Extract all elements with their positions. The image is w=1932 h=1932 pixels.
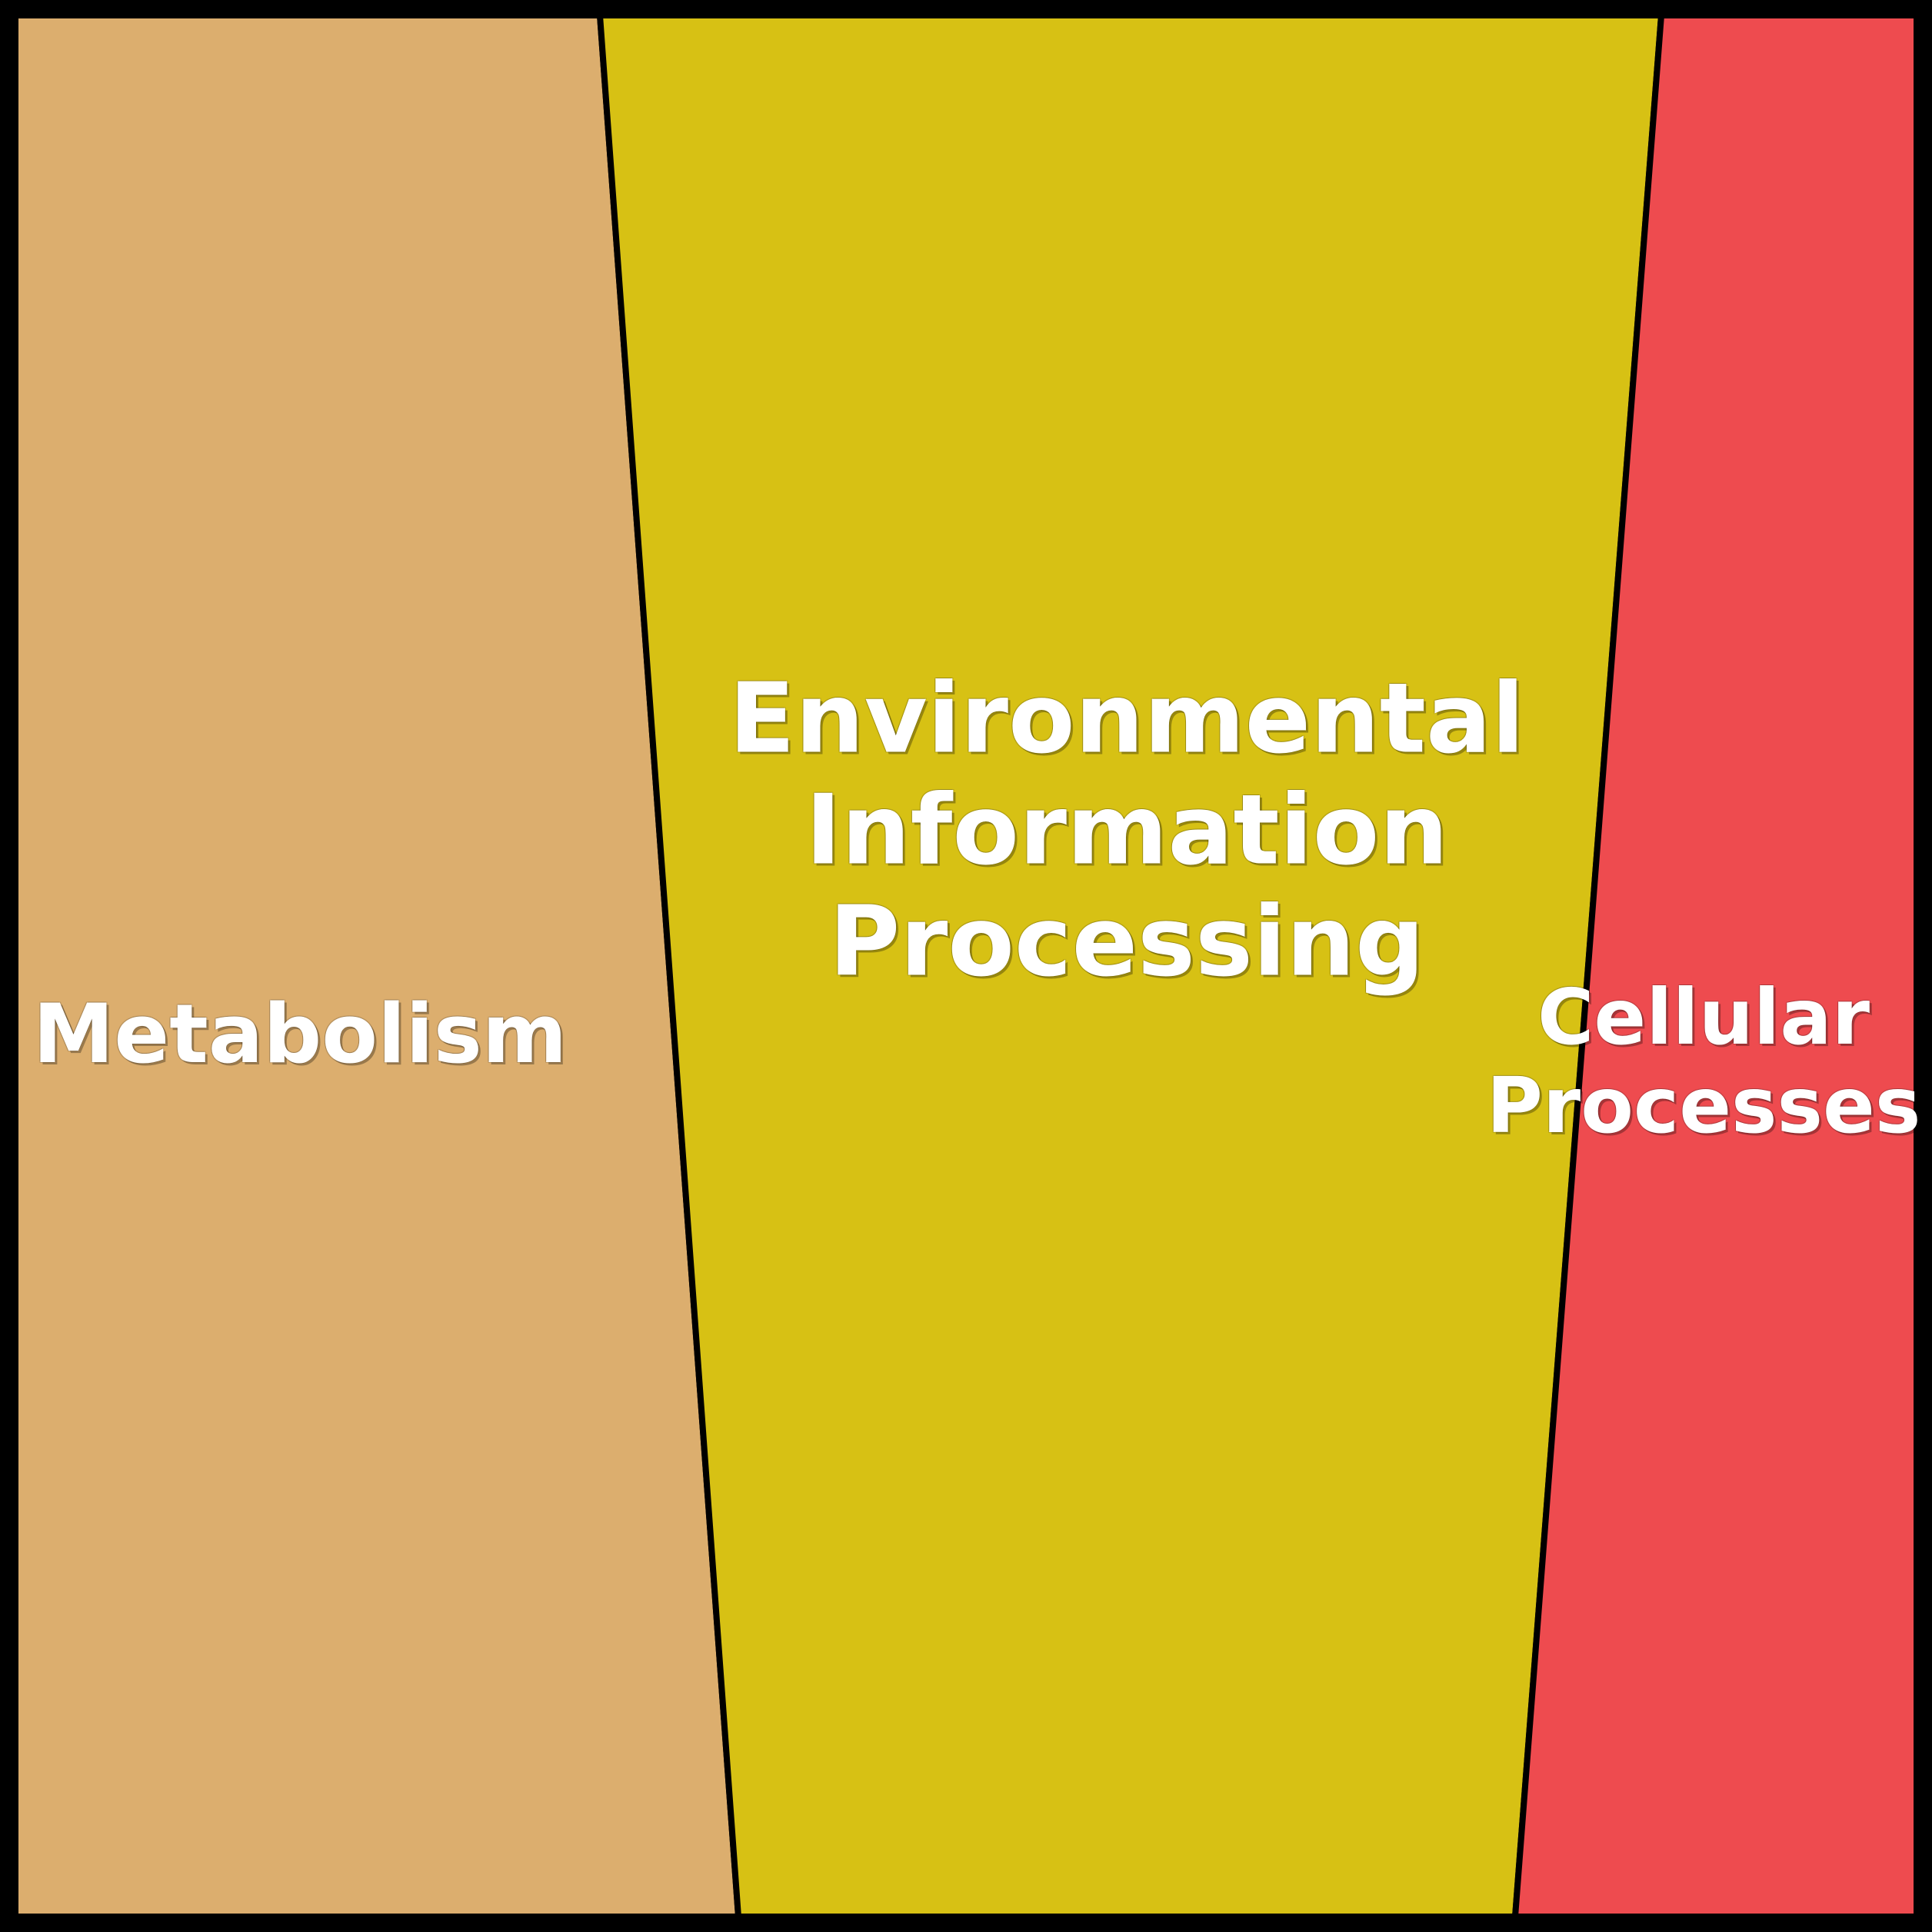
funnel-chart: Metabolism Environmental Information Proc… bbox=[0, 0, 1932, 1932]
label-metabolism: Metabolism bbox=[33, 988, 568, 1081]
label-cellular-processes: Cellular Processes bbox=[1487, 973, 1921, 1150]
label-environmental-information-processing: Environmental Information Processing bbox=[729, 664, 1524, 998]
